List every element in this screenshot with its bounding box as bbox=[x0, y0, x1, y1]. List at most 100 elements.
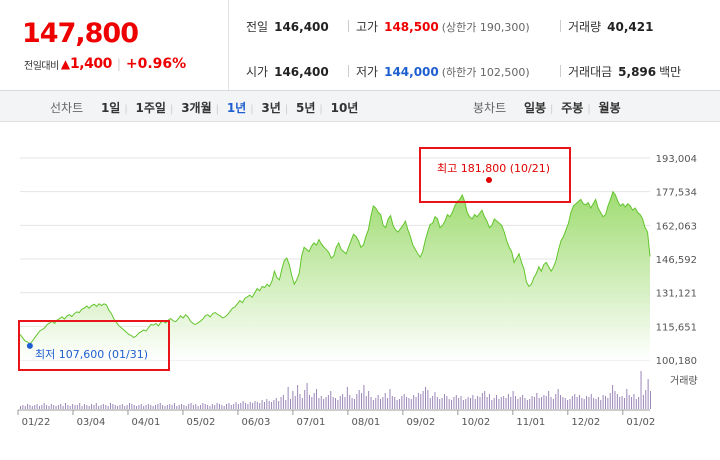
volume-bar bbox=[410, 399, 412, 409]
volume-bar bbox=[460, 396, 462, 409]
volume-bar bbox=[185, 406, 187, 409]
volume-bar bbox=[415, 397, 417, 409]
volume-bar bbox=[36, 404, 38, 409]
prev-close: 전일 146,400 bbox=[246, 18, 329, 35]
prev-close-value: 146,400 bbox=[274, 20, 329, 34]
current-price: 147,800 bbox=[22, 18, 139, 49]
volume-bar bbox=[133, 405, 135, 409]
volume-bar bbox=[162, 405, 164, 409]
volume-bar bbox=[249, 402, 251, 409]
volume-bar bbox=[20, 406, 21, 409]
volume-bar bbox=[458, 398, 460, 409]
volume-bar bbox=[339, 396, 341, 409]
period-3y[interactable]: 3년 bbox=[261, 101, 281, 115]
candle-daily[interactable]: 일봉 bbox=[523, 101, 547, 115]
x-tick-label: 01/02 bbox=[626, 417, 655, 428]
change-percent: +0.96% bbox=[125, 56, 187, 72]
volume-bar bbox=[602, 395, 604, 409]
volume-bar bbox=[439, 399, 441, 409]
volume-bar bbox=[408, 398, 410, 409]
volume-bar bbox=[327, 395, 329, 409]
volume-bar bbox=[356, 394, 358, 409]
volume-bar bbox=[131, 404, 133, 409]
volume-bar bbox=[467, 397, 469, 409]
volume-bar bbox=[432, 396, 434, 409]
volume-bar bbox=[455, 395, 457, 409]
volume-bar bbox=[93, 405, 95, 409]
volume-bar bbox=[380, 399, 381, 409]
low-value: 144,000 bbox=[384, 65, 439, 79]
volume-bar bbox=[143, 406, 145, 409]
period-1d[interactable]: 1일 bbox=[100, 101, 121, 115]
candle-weekly[interactable]: 주봉 bbox=[561, 101, 584, 115]
volume-bar bbox=[474, 399, 476, 409]
volume-bar bbox=[69, 406, 71, 409]
x-tick-label: 10/02 bbox=[461, 417, 490, 428]
divider: | bbox=[319, 104, 323, 115]
volume-bar bbox=[396, 400, 398, 409]
volume-bar bbox=[403, 394, 405, 409]
volume-bar bbox=[605, 396, 606, 409]
volume-bar bbox=[263, 402, 265, 409]
volume-bar bbox=[86, 405, 88, 409]
volume-bar bbox=[441, 398, 443, 409]
period-5y[interactable]: 5년 bbox=[296, 101, 316, 115]
volume-bar bbox=[477, 396, 479, 409]
volume-bar bbox=[128, 403, 130, 409]
divider bbox=[560, 65, 561, 77]
period-3m[interactable]: 3개월 bbox=[181, 101, 212, 115]
low-annotation: 최저 107,600 (01/31) bbox=[35, 348, 148, 361]
volume-bar bbox=[633, 394, 635, 409]
volume-bar bbox=[614, 391, 616, 409]
volume-bar bbox=[384, 393, 386, 409]
volume-bar bbox=[290, 399, 291, 409]
volume-bar bbox=[529, 399, 531, 409]
high-annotation-box bbox=[419, 147, 571, 203]
volume-bar bbox=[626, 389, 628, 409]
up-arrow-icon: ▲ bbox=[60, 57, 71, 71]
volume-bar bbox=[365, 396, 367, 409]
volume-bar bbox=[197, 406, 199, 409]
x-tick-label: 08/01 bbox=[351, 417, 380, 428]
volume-bar bbox=[422, 391, 424, 409]
volume-bar bbox=[245, 403, 246, 409]
volume-bar bbox=[531, 396, 533, 409]
volume-bar bbox=[43, 403, 45, 409]
volume-bar bbox=[543, 395, 545, 409]
volume-bar bbox=[323, 399, 325, 409]
volume-bar bbox=[647, 379, 649, 409]
period-1w[interactable]: 1주일 bbox=[135, 101, 166, 115]
volume-bar bbox=[571, 396, 573, 409]
divider: | bbox=[215, 104, 219, 115]
volume-bar bbox=[297, 385, 299, 409]
volume-bar bbox=[311, 397, 313, 409]
y-tick-label: 177,534 bbox=[656, 188, 697, 199]
period-10y[interactable]: 10년 bbox=[330, 101, 359, 115]
volume-bar bbox=[581, 398, 583, 409]
volume-bar bbox=[344, 397, 346, 409]
volume-bar bbox=[280, 397, 282, 409]
high-label: 고가 bbox=[356, 20, 379, 34]
candle-monthly[interactable]: 월봉 bbox=[598, 101, 621, 115]
volume-bar bbox=[417, 393, 419, 409]
volume-bar bbox=[254, 401, 256, 409]
volume-bar bbox=[512, 391, 514, 409]
volume-bar bbox=[507, 394, 509, 409]
y-tick-label: 146,592 bbox=[656, 255, 697, 266]
y-tick-label: 162,063 bbox=[656, 221, 697, 232]
line-chart-title: 선차트 bbox=[50, 101, 84, 115]
amount-unit: 백만 bbox=[659, 65, 682, 79]
volume-bar bbox=[545, 396, 547, 409]
volume-bar bbox=[515, 396, 516, 409]
volume-label: 거래량 bbox=[568, 20, 602, 34]
volume-bar bbox=[117, 406, 119, 409]
volume-bar bbox=[228, 403, 230, 409]
volume-bar bbox=[216, 403, 218, 409]
volume-bar bbox=[427, 390, 429, 409]
volume-bar bbox=[242, 401, 244, 409]
volume-bar bbox=[389, 389, 391, 409]
volume-bar bbox=[443, 394, 445, 409]
period-1y[interactable]: 1년 bbox=[226, 101, 247, 115]
volume-bar bbox=[169, 404, 171, 409]
volume-bar bbox=[306, 383, 308, 409]
